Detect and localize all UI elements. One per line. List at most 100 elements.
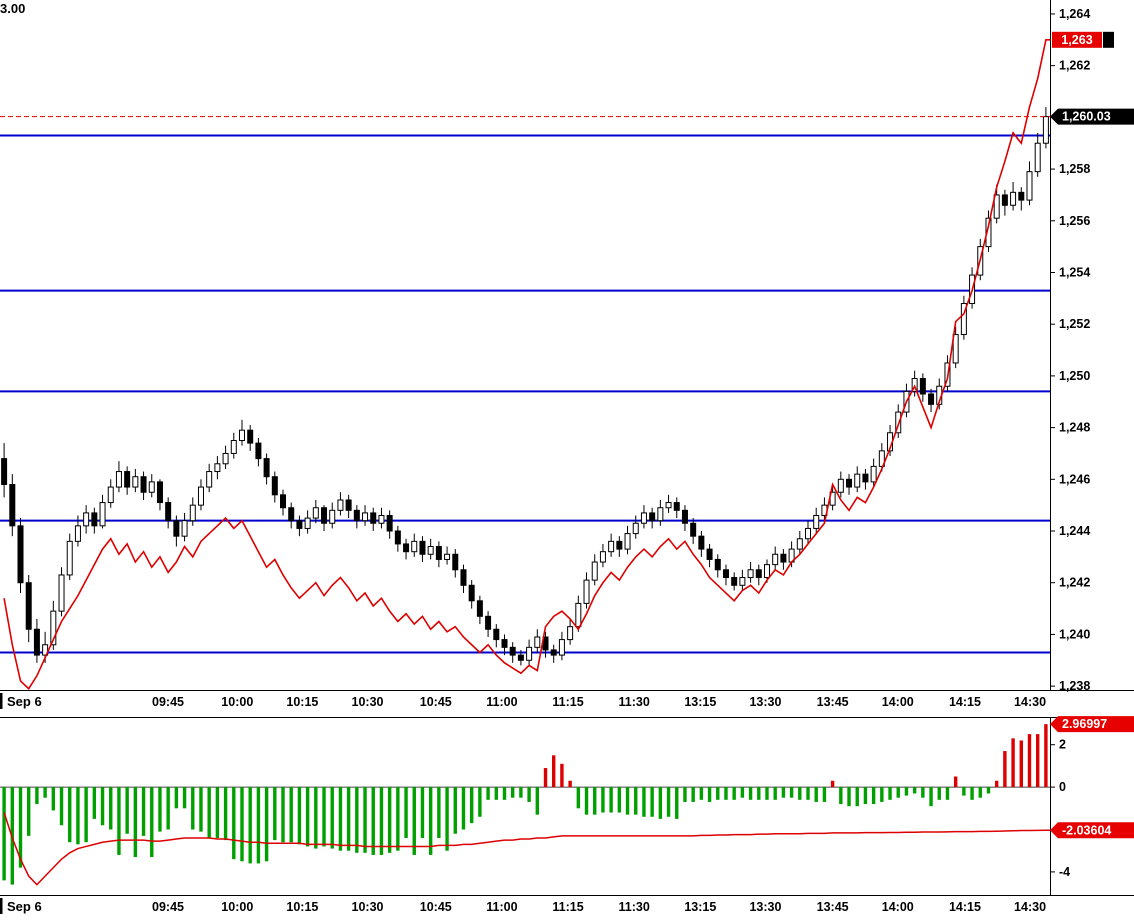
x-axis-main: Sep 6 09:45 10:00 10:15 10:30 10:45 11:00 11:15…	[0, 693, 1046, 709]
histogram-bar	[871, 787, 876, 805]
histogram-bar	[240, 787, 244, 862]
price-plot-area[interactable]	[0, 0, 1050, 690]
time-label: 10:30	[352, 900, 384, 914]
candle-body	[181, 520, 188, 537]
candle-body	[534, 636, 541, 648]
histogram-bar	[773, 787, 777, 800]
histogram-bar	[1003, 751, 1007, 788]
histogram-bar	[18, 787, 23, 868]
candle-body	[1042, 116, 1049, 144]
histogram-bar	[322, 787, 326, 847]
indicator-tick-label: 0	[1059, 780, 1066, 794]
candle-body	[599, 551, 606, 563]
candle-body	[280, 494, 287, 509]
candle-body	[394, 530, 401, 545]
candle-body	[649, 512, 656, 522]
histogram-bar	[1027, 734, 1032, 788]
candle-body	[156, 481, 163, 504]
histogram-bar	[937, 787, 941, 800]
candle-body	[862, 473, 869, 483]
signal-last-tag-text: -2.03604	[1062, 823, 1111, 837]
candle-body	[755, 569, 762, 579]
candle-body	[9, 483, 16, 527]
histogram-bar	[510, 787, 515, 798]
candle-body	[452, 553, 459, 571]
histogram-bar	[182, 787, 187, 809]
candle-body	[222, 452, 229, 465]
candle-body	[140, 476, 147, 493]
histogram-bar	[43, 787, 47, 798]
histogram-bar	[166, 787, 170, 830]
time-label: 14:30	[1014, 695, 1046, 709]
indicator-tick-label: 2	[1059, 738, 1066, 752]
histogram-bar	[223, 787, 228, 841]
histogram-bar	[863, 787, 868, 805]
histogram-bar	[634, 787, 638, 815]
candle-body	[107, 486, 114, 504]
time-label: 14:30	[1014, 900, 1046, 914]
histogram-bar	[35, 787, 39, 805]
candle-body	[813, 514, 820, 529]
histogram-bar	[601, 787, 605, 813]
candle-body	[321, 507, 328, 524]
candle-body	[632, 522, 639, 535]
time-label: 10:00	[221, 900, 253, 914]
candle-body	[345, 499, 352, 511]
histogram-bar	[1019, 740, 1023, 788]
histogram-bar	[560, 763, 564, 788]
histogram-bar	[273, 787, 277, 841]
candle-body	[148, 481, 155, 493]
time-label: 10:15	[286, 695, 318, 709]
histogram-bar	[707, 787, 712, 802]
time-label: 11:00	[486, 695, 517, 709]
time-label: 11:30	[619, 900, 650, 914]
candle-body	[517, 654, 524, 661]
candle-body	[476, 600, 483, 617]
time-label: 09:45	[152, 695, 184, 709]
candle-body	[1001, 194, 1008, 206]
histogram-bar	[921, 787, 925, 798]
candle-body	[271, 476, 278, 496]
price-tick-label: 1,250	[1059, 369, 1090, 383]
histogram-bar	[453, 787, 457, 834]
candle-body	[197, 486, 204, 506]
histogram-bar	[740, 787, 745, 798]
candle-body	[952, 334, 959, 364]
indicator-plot-area[interactable]	[0, 718, 1050, 895]
histogram-bar	[100, 787, 105, 826]
time-label: 11:15	[552, 900, 583, 914]
candle-body	[435, 546, 442, 560]
histogram-bar	[830, 780, 835, 788]
histogram-bar	[839, 787, 843, 805]
time-label: 11:15	[552, 695, 583, 709]
candle-body	[575, 602, 582, 628]
candle-body	[353, 509, 360, 522]
histogram-bar	[355, 787, 359, 853]
candle-body	[17, 525, 24, 584]
histogram-bar	[199, 787, 203, 832]
histogram-bar	[1044, 724, 1048, 788]
session-start-tick	[0, 693, 3, 709]
candle-body	[928, 393, 935, 405]
candle-body	[165, 502, 172, 522]
candle-body	[214, 463, 221, 473]
candle-body	[1010, 191, 1017, 206]
histogram-bar	[675, 787, 679, 819]
time-label: 13:30	[749, 695, 781, 709]
candle-body	[485, 615, 492, 630]
candle-body	[624, 533, 631, 550]
histogram-bar	[699, 787, 704, 800]
candle-body	[763, 564, 770, 579]
price-tick-label: 1,248	[1059, 421, 1090, 435]
histogram-bar	[297, 787, 302, 845]
candle-body	[460, 569, 467, 586]
indicator-axis: 2 0 -4	[1050, 738, 1070, 879]
histogram-bar	[650, 787, 654, 817]
overlay-last-tag-bg	[1052, 31, 1102, 48]
time-label: 13:30	[749, 900, 781, 914]
candle-body	[608, 540, 615, 553]
candle-body	[772, 553, 779, 566]
candle-body	[386, 514, 393, 532]
price-tick-label: 1,254	[1059, 265, 1090, 279]
